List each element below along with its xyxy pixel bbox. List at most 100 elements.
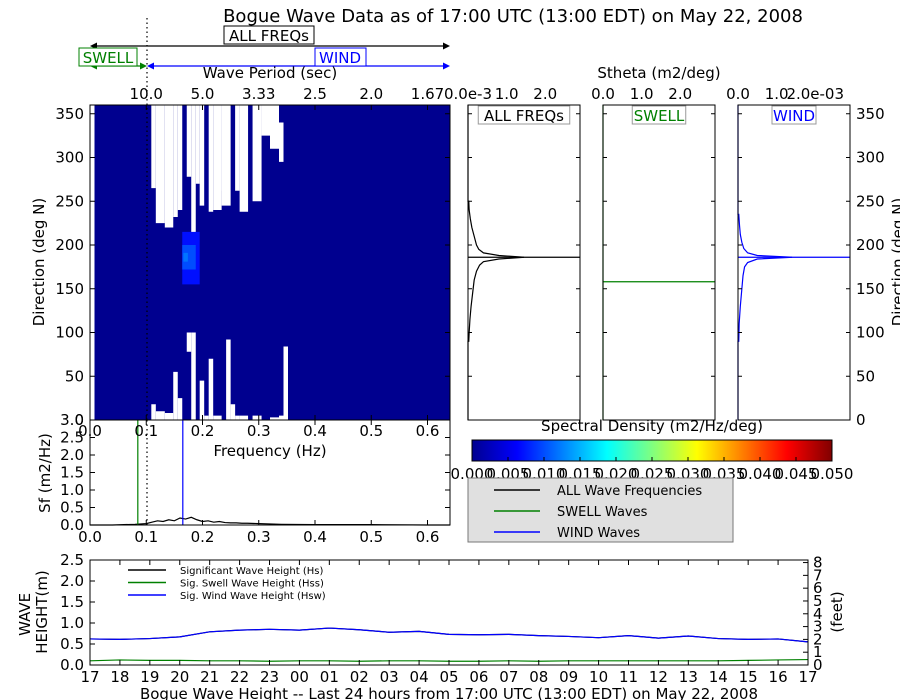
heatmap-blank-cell [164, 413, 174, 420]
heatmap-blank-cell [164, 105, 174, 228]
heatmap-blank-cell [173, 105, 178, 217]
heatmap-blank-cell [204, 415, 209, 420]
heatmap-blank-cell [90, 105, 95, 149]
heatmap-blank-cell [155, 411, 165, 420]
spread-panel-wind: 0 50 100 150 200 250 300 350 0.0 1.02.0e-03 WIND [726, 85, 885, 429]
heatmap-blank-cell [186, 105, 192, 177]
feet-axis-label: (feet) [828, 591, 846, 632]
y-tick-label: 250 [55, 192, 84, 210]
x-tick-label: 04 [410, 668, 429, 686]
x-tick-label-top: 0.2 [191, 422, 215, 440]
x-tick-label: 00 [290, 668, 309, 686]
x-tick-label-top: 0.4 [303, 422, 327, 440]
spread-panel-frame [602, 104, 716, 421]
all-freqs-arrow: ALL FREQs [90, 25, 450, 50]
x-tick-label: 17 [80, 668, 99, 686]
x-tick-label: 22 [230, 668, 249, 686]
y-tick-label: 50 [65, 367, 84, 385]
y-tick-label: 350 [856, 105, 885, 123]
x-tick-label: 08 [529, 668, 548, 686]
frequency-spectrum-plot: 0.00.51.01.52.02.53.00.00.00.10.10.20.20… [36, 411, 451, 546]
legend-label: Significant Wave Height (Hs) [180, 566, 323, 577]
x-tick-label: 0.5 [359, 528, 383, 546]
heatmap-blank-cell [151, 105, 156, 189]
y-tick-label: 150 [55, 280, 84, 298]
heatmap-blank-cell [252, 105, 262, 202]
heatmap-blank-cell [279, 122, 284, 162]
colorbar: Spectral Density (m2/Hz/deg) 0.0000.0050… [451, 417, 854, 483]
wind-label: WIND [319, 49, 361, 67]
x-tick-label: 18 [110, 668, 129, 686]
y-tick-label: 0.5 [60, 499, 84, 517]
x-tick-label: 0.0 [726, 85, 750, 103]
y2-tick-label: 8 [813, 554, 823, 572]
x-tick-label: 13 [679, 668, 698, 686]
heatmap-blank-cell [226, 339, 231, 420]
y-tick-label: 150 [856, 280, 885, 298]
y-tick-label: 50 [856, 367, 875, 385]
y-tick-label: 2.0 [60, 446, 84, 464]
legend-label: Sig. Swell Wave Height (Hss) [180, 579, 324, 590]
stheta-axis-label: Stheta (m2/deg) [597, 64, 720, 82]
heatmap-blank-cell [208, 358, 214, 420]
heatmap-base [94, 105, 450, 420]
heatmap-blank-cell [239, 105, 249, 212]
x-tick-label-top: 0.0 [78, 422, 102, 440]
x-tick-label-top: 0.1 [134, 422, 158, 440]
heatmap-blank-cell [173, 371, 178, 420]
x-tick-label: 21 [200, 668, 219, 686]
y-tick-label: 1.0 [60, 614, 84, 632]
y-tick-label: 0.0 [60, 516, 84, 534]
heatmap-cells [90, 105, 450, 420]
y2-tick-label: 1 [813, 643, 823, 661]
heatmap-blank-cell [239, 415, 249, 420]
heatmap-blank-cell [261, 105, 270, 136]
y-tick-label: 1.5 [60, 464, 84, 482]
period-tick-label: 10.0 [130, 85, 163, 103]
sf-axis-label: Sf (m2/Hz) [36, 433, 54, 513]
heatmap-peak-cell [183, 252, 188, 262]
y-tick-label: 0.5 [60, 635, 84, 653]
heatmap-blank-cell [199, 105, 205, 206]
y2-tick-label: 6 [813, 579, 823, 597]
spectrum-axes: 0.00.51.01.52.02.53.00.00.00.10.10.20.20… [60, 411, 450, 546]
panel-label: SWELL [634, 107, 685, 125]
heatmap-blank-cell [151, 404, 156, 420]
x-tick-label: 0.1 [134, 528, 158, 546]
spread-panel-frame [737, 104, 851, 421]
legend-label: SWELL Waves [557, 505, 648, 520]
wave-height-series-line [89, 627, 809, 643]
heatmap-blank-cell [177, 105, 183, 210]
y-tick-label: 1.5 [60, 593, 84, 611]
period-tick-label: 5.0 [191, 85, 215, 103]
figure-title: Bogue Wave Data as of 17:00 UTC (13:00 E… [223, 6, 803, 27]
panel-label-box [477, 105, 571, 125]
heatmap-blank-cell [177, 398, 183, 420]
y-tick-label: 1.0 [60, 481, 84, 499]
heatmap-blank-cell [217, 105, 222, 191]
x-tick-label: 0.0 [591, 85, 615, 103]
heatmap-blank-cell [186, 332, 192, 352]
x-tick-label: 16 [769, 668, 788, 686]
x-tick-label: 1.0 [765, 85, 789, 103]
y-tick-label: 200 [55, 236, 84, 254]
heatmap-blank-cell [191, 105, 196, 250]
colorbar-tick-label: 0.040 [739, 465, 782, 483]
y-tick-label: 350 [55, 105, 84, 123]
heatmap-axes: 0 50 100 150 200 250 300 350 10.0 5.0 3.33 2.5 2.0 1.… [55, 85, 450, 429]
x-tick-label-top: 0.5 [359, 422, 383, 440]
heatmap-cell [182, 245, 196, 270]
wave-height-axis-label-line1: WAVE [16, 593, 34, 636]
y-tick-label: 0 [74, 411, 84, 429]
x-tick-label: 0.6 [416, 528, 440, 546]
heatmap-blank-cell [252, 415, 262, 420]
y-tick-label: 300 [55, 149, 84, 167]
wave-period-axis-label: Wave Period (sec) [203, 64, 337, 82]
x-tick-label: 09 [559, 668, 578, 686]
y-tick-label: 0.0 [60, 656, 84, 674]
directional-spectrum-plot: Wave Period (sec) 0 50 100 150 200 250 300 350 1… [30, 18, 451, 460]
colorbar-title: Spectral Density (m2/Hz/deg) [541, 417, 763, 435]
spread-panel-swell: 0.0 1.0 2.0 SWELL [591, 85, 716, 421]
